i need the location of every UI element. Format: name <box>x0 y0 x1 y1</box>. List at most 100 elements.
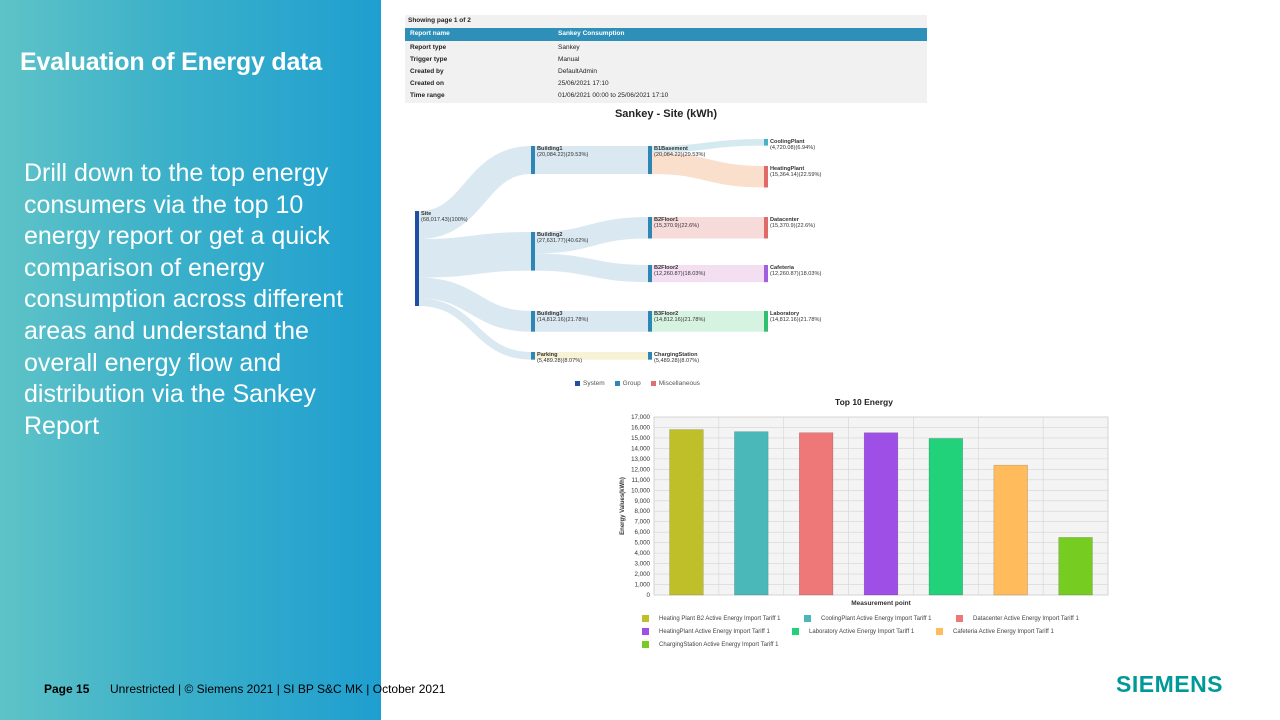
sankey-node-b3floor2 <box>648 311 652 332</box>
legend-swatch <box>792 628 799 635</box>
legend-label: Cafeteria Active Energy Import Tariff 1 <box>953 629 1054 636</box>
sankey-node-cafeteria <box>764 265 768 283</box>
node-value: (5,489.28)(8.07%) <box>654 358 700 365</box>
bar <box>863 432 899 596</box>
sankey-link-b2-b2floor1 <box>534 216 649 254</box>
node-value: (12,260.87)(18.03%) <box>654 271 706 278</box>
y-tick-label: 10,000 <box>631 487 650 494</box>
node-value: (12,260.87)(18.03%) <box>770 271 822 278</box>
legend-label: Datacenter Active Energy Import Tariff 1 <box>973 616 1079 623</box>
sankey-link-b1basement-heating <box>651 152 765 188</box>
sankey-title: Sankey - Site (kWh) <box>614 108 718 120</box>
y-tick-label: 12,000 <box>631 466 650 473</box>
sankey-node-b1 <box>531 146 535 175</box>
node-name: HeatingPlant <box>770 166 805 172</box>
legend-swatch <box>642 615 649 622</box>
node-value: (20,084.22)(29.53%) <box>537 152 589 159</box>
bar <box>1058 537 1093 596</box>
row-value: 25/06/2021 17:10 <box>558 80 609 87</box>
report-info-table: Showing page 1 of 2 Report name Sankey C… <box>405 15 927 103</box>
sankey-node-label: ChargingStation (5,489.28)(8.07%) <box>654 352 699 365</box>
legend-swatch <box>956 615 963 622</box>
node-name: Building3 <box>537 311 563 317</box>
y-tick-label: 16,000 <box>631 424 650 431</box>
table-row: Report type Sankey <box>405 42 927 54</box>
y-tick-label: 1,000 <box>635 582 651 589</box>
sankey-node-b2floor2 <box>648 265 652 283</box>
sankey-svg <box>415 139 768 360</box>
legend-label: Miscellaneous <box>658 380 700 387</box>
legend-item[interactable]: Datacenter Active Energy Import Tariff 1 <box>956 615 1079 622</box>
y-tick-label: 13,000 <box>631 456 650 463</box>
sankey-node-label: B2Floor1 (15,370.9)(22.6%) <box>654 217 699 230</box>
node-name: ChargingStation <box>654 352 698 358</box>
legend-group: Group <box>614 380 641 387</box>
legend-swatch <box>614 380 620 386</box>
sankey-node-b2floor1 <box>648 217 652 239</box>
y-tick-label: 15,000 <box>631 435 650 442</box>
y-tick-label: 9,000 <box>635 498 651 505</box>
sankey-node-label: Building3 (14,812.16)(21.78%) <box>537 311 588 324</box>
y-tick-label: 2,000 <box>635 571 651 578</box>
node-value: (20,084.22)(29.53%) <box>654 152 706 159</box>
sankey-link-site-b1 <box>417 146 533 240</box>
bar <box>669 429 704 596</box>
sankey-link-site-b3 <box>418 277 532 332</box>
node-name: Site <box>421 211 432 217</box>
y-tick-label: 17,000 <box>631 414 650 421</box>
legend-swatch <box>575 380 580 386</box>
bar <box>993 464 1028 596</box>
node-value: (14,812.16)(21.78%) <box>537 317 589 324</box>
row-label: Created by <box>410 68 444 75</box>
sankey-node-label: B1Basement (20,084.22)(29.53%) <box>654 146 705 159</box>
y-tick-label: 11,000 <box>632 477 651 484</box>
sankey-node-label: B3Floor2 (14,812.16)(21.78%) <box>654 311 705 324</box>
legend-item[interactable]: Heating Plant B2 Active Energy Import Ta… <box>642 615 781 622</box>
sankey-node-label: Building1 (20,084.22)(29.53%) <box>537 146 588 159</box>
sankey-node-parking <box>531 352 535 360</box>
y-tick-label: 4,000 <box>635 550 651 557</box>
legend-label: ChargingStation Active Energy Import Tar… <box>659 642 779 649</box>
node-name: Building1 <box>537 146 563 152</box>
table-row: Trigger type Manual <box>405 54 927 66</box>
sankey-link-b2-b2floor2 <box>534 253 649 283</box>
sankey-node-label: Laboratory (14,812.16)(21.78%) <box>770 311 821 324</box>
sankey-node-b3 <box>531 311 535 332</box>
row-label: Trigger type <box>410 56 448 63</box>
sankey-link-b1basement-cooling <box>651 139 765 153</box>
left-panel <box>0 0 381 720</box>
legend-item[interactable]: HeatingPlant Active Energy Import Tariff… <box>642 628 770 635</box>
legend-item[interactable]: ChargingStation Active Energy Import Tar… <box>642 641 779 648</box>
row-value: Sankey <box>558 44 580 51</box>
node-value: (15,370.9)(22.6%) <box>770 223 816 230</box>
node-value: (14,812.16)(21.78%) <box>770 317 822 324</box>
node-value: (5,489.28)(8.07%) <box>537 358 583 365</box>
node-value: (27,631.77)(40.62%) <box>537 238 589 245</box>
legend-item[interactable]: CoolingPlant Active Energy Import Tariff… <box>804 615 932 622</box>
node-name: B3Floor2 <box>654 311 679 317</box>
sankey-node-label: Datacenter (15,370.9)(22.6%) <box>770 217 815 230</box>
sankey-node-heating <box>764 166 768 188</box>
top10-bar-chart: Top 10 Energy 0 1,000 2,000 3,000 4,000 5,000… <box>614 393 1114 653</box>
siemens-logo: SIEMENS <box>1116 671 1224 697</box>
legend-swatch <box>642 641 649 648</box>
sankey-node-label: HeatingPlant (15,364.14)(22.59%) <box>770 166 821 179</box>
report-name-value: Sankey Consumption <box>558 30 625 37</box>
legend-swatch <box>804 615 811 622</box>
row-value: 01/06/2021 00:00 to 25/06/2021 17:10 <box>558 92 669 99</box>
bar <box>928 438 963 596</box>
table-row: Created by DefaultAdmin <box>405 66 927 78</box>
legend-swatch <box>642 628 649 635</box>
sankey-node-label: Cafeteria (12,260.87)(18.03%) <box>770 265 821 278</box>
table-row: Created on 25/06/2021 17:10 <box>405 78 927 90</box>
y-tick-label: 5,000 <box>635 540 651 547</box>
node-name: Parking <box>537 352 558 358</box>
legend-item[interactable]: Laboratory Active Energy Import Tariff 1 <box>792 628 914 635</box>
sankey-node-label: Parking (5,489.28)(8.07%) <box>537 352 582 365</box>
row-label: Created on <box>410 80 444 87</box>
page-number: Page 15 <box>44 682 90 696</box>
legend-label: Heating Plant B2 Active Energy Import Ta… <box>659 616 781 623</box>
slide-title: Evaluation of Energy data <box>20 48 323 76</box>
legend-label: HeatingPlant Active Energy Import Tariff… <box>659 629 770 636</box>
legend-item[interactable]: Cafeteria Active Energy Import Tariff 1 <box>936 628 1054 635</box>
